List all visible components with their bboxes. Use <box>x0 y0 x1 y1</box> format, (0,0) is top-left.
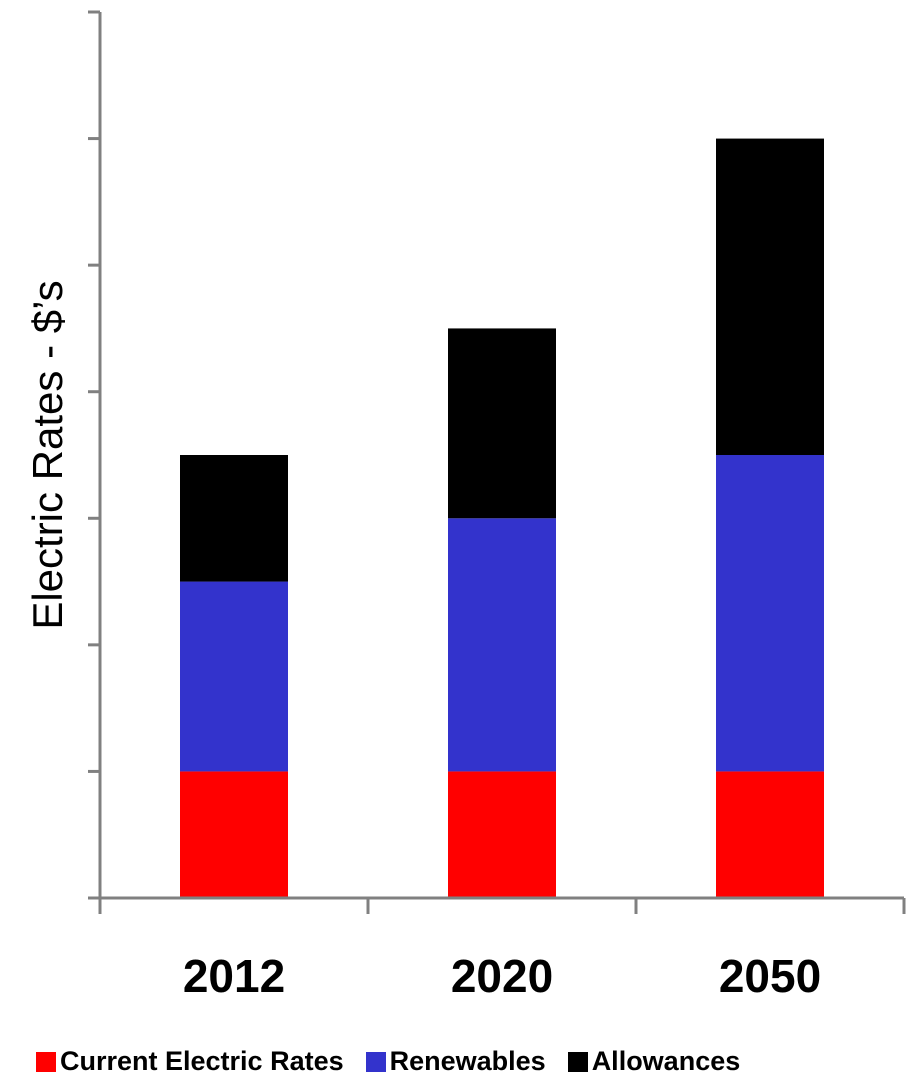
bar-segment-renewables-2050 <box>716 455 824 772</box>
legend-label: Renewables <box>389 1046 546 1076</box>
legend-swatch-black <box>567 1051 588 1072</box>
legend-swatch-red <box>36 1051 56 1072</box>
axis-ticks <box>88 10 906 914</box>
x-tick-label: 2012 <box>183 950 285 1002</box>
legend-item-renewables: Renewables <box>365 1046 546 1077</box>
legend-item-current-electric-rates: Current Electric Rates <box>36 1046 344 1077</box>
bar-segment-renewables-2020 <box>448 518 556 772</box>
x-tick-labels: 2012 2020 2050 <box>183 950 821 1002</box>
bar-segment-renewables-2012 <box>180 581 288 772</box>
legend: Current Electric Rates Renewables Allowa… <box>36 1046 740 1077</box>
bar-segment-current-electric-rates-2050 <box>716 771 824 898</box>
legend-item-allowances: Allowances <box>567 1046 741 1077</box>
stacked-bar-chart: 2012 2020 2050 Electric Rates - $’s <box>24 10 906 1002</box>
y-axis-label: Electric Rates - $’s <box>24 280 71 629</box>
legend-label: Current Electric Rates <box>60 1046 344 1076</box>
bar-segment-current-electric-rates-2012 <box>180 771 288 898</box>
x-tick-label: 2050 <box>719 950 821 1002</box>
bars-group <box>180 138 824 898</box>
bar-segment-allowances-2012 <box>180 455 288 582</box>
legend-swatch-blue <box>365 1051 386 1072</box>
bar-segment-allowances-2050 <box>716 138 824 456</box>
bar-segment-current-electric-rates-2020 <box>448 771 556 898</box>
legend-label: Allowances <box>591 1046 741 1076</box>
bar-segment-allowances-2020 <box>448 328 556 519</box>
x-tick-label: 2020 <box>451 950 553 1002</box>
